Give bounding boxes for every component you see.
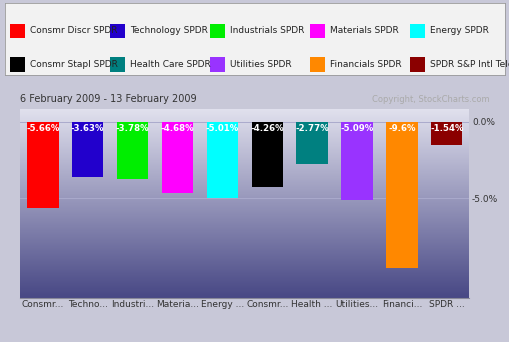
Text: Consmr Discr SPDR: Consmr Discr SPDR — [30, 26, 118, 35]
Text: Energy SPDR: Energy SPDR — [429, 26, 488, 35]
Text: Industrials SPDR: Industrials SPDR — [230, 26, 304, 35]
Text: Materials SPDR: Materials SPDR — [329, 26, 398, 35]
Text: Utilities SPDR: Utilities SPDR — [230, 60, 291, 69]
FancyBboxPatch shape — [409, 24, 424, 38]
FancyBboxPatch shape — [309, 57, 324, 72]
FancyBboxPatch shape — [10, 57, 25, 72]
Bar — [161, 122, 193, 193]
FancyBboxPatch shape — [210, 24, 224, 38]
Text: Health Care SPDR: Health Care SPDR — [130, 60, 210, 69]
Text: Financials SPDR: Financials SPDR — [329, 60, 401, 69]
Text: -5.01%: -5.01% — [205, 124, 239, 133]
Text: -3.63%: -3.63% — [71, 124, 104, 133]
Text: -9.6%: -9.6% — [387, 124, 415, 133]
Bar — [385, 122, 417, 268]
FancyBboxPatch shape — [110, 24, 125, 38]
Text: -4.26%: -4.26% — [250, 124, 284, 133]
FancyBboxPatch shape — [210, 57, 224, 72]
FancyBboxPatch shape — [309, 24, 324, 38]
FancyBboxPatch shape — [10, 24, 25, 38]
Text: Consmr Stapl SPDR: Consmr Stapl SPDR — [30, 60, 118, 69]
Bar — [430, 122, 462, 145]
Bar — [296, 122, 327, 164]
Text: -1.54%: -1.54% — [429, 124, 463, 133]
Text: 6 February 2009 - 13 February 2009: 6 February 2009 - 13 February 2009 — [20, 94, 196, 104]
Bar — [72, 122, 103, 177]
Text: Technology SPDR: Technology SPDR — [130, 26, 208, 35]
Bar — [117, 122, 148, 180]
Text: -2.77%: -2.77% — [295, 124, 328, 133]
FancyBboxPatch shape — [409, 57, 424, 72]
Text: Copyright, StockCharts.com: Copyright, StockCharts.com — [371, 95, 489, 104]
Text: -3.78%: -3.78% — [116, 124, 149, 133]
Text: -5.09%: -5.09% — [340, 124, 373, 133]
Bar — [27, 122, 59, 208]
Bar — [251, 122, 282, 187]
FancyBboxPatch shape — [110, 57, 125, 72]
Bar — [206, 122, 238, 198]
Text: -5.66%: -5.66% — [26, 124, 60, 133]
Text: -4.68%: -4.68% — [160, 124, 194, 133]
Bar — [341, 122, 372, 199]
Text: SPDR S&P Intl Telcom: SPDR S&P Intl Telcom — [429, 60, 509, 69]
